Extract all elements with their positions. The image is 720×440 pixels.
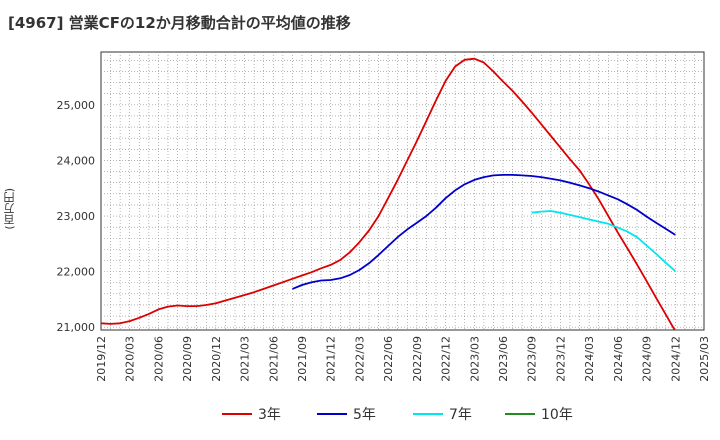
y-tick-label: 25,000	[57, 99, 96, 112]
x-tick-label: 2022/09	[411, 336, 424, 382]
legend-label-3: 10年	[541, 407, 573, 423]
legend-label-0: 3年	[258, 407, 281, 423]
legend-label-1: 5年	[353, 407, 376, 423]
legend-label-2: 7年	[449, 407, 472, 423]
x-tick-label: 2020/12	[210, 336, 223, 382]
x-tick-label: 2024/03	[583, 336, 596, 382]
x-tick-label: 2020/06	[152, 336, 165, 382]
x-tick-label: 2024/12	[669, 336, 682, 382]
y-tick-label: 22,000	[57, 266, 96, 279]
x-tick-label: 2023/09	[526, 336, 539, 382]
y-tick-label: 23,000	[57, 210, 96, 223]
x-tick-label: 2023/06	[497, 336, 510, 382]
x-tick-label: 2022/03	[353, 336, 366, 382]
x-tick-label: 2022/12	[440, 336, 453, 382]
x-tick-label: 2023/12	[554, 336, 567, 382]
x-tick-label: 2021/12	[325, 336, 338, 382]
x-tick-label: 2021/09	[296, 336, 309, 382]
x-tick-label: 2022/06	[382, 336, 395, 382]
x-tick-label: 2024/06	[612, 336, 625, 382]
x-tick-label: 2023/03	[468, 336, 481, 382]
series-line-0	[101, 57, 676, 330]
x-tick-label: 2021/03	[239, 336, 252, 382]
x-tick-label: 2025/03	[698, 336, 711, 382]
plot-area	[100, 51, 705, 331]
series-line-1	[292, 173, 676, 290]
chart-title: [4967] 営業CFの12か月移動合計の平均値の推移	[8, 14, 351, 32]
y-tick-label: 21,000	[57, 321, 96, 334]
y-tick-label: 24,000	[57, 154, 96, 167]
x-tick-label: 2021/06	[267, 336, 280, 382]
x-tick-label: 2019/12	[95, 336, 108, 382]
x-tick-label: 2020/03	[124, 336, 137, 382]
x-tick-label: 2020/09	[181, 336, 194, 382]
series-line-2	[531, 210, 676, 272]
x-tick-label: 2024/09	[641, 336, 654, 382]
